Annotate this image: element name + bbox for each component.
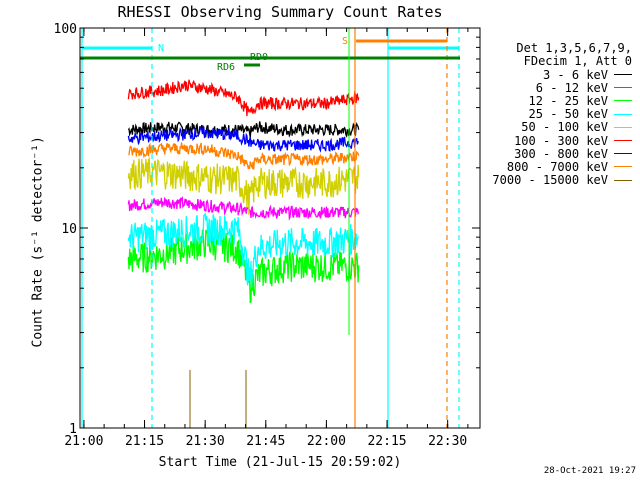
x-tick-label: 22:15 xyxy=(367,434,406,449)
legend-entry-label: 800 - 7000 keV xyxy=(506,159,608,174)
legend-entry-label: 300 - 800 keV xyxy=(514,146,608,161)
legend-swatch xyxy=(614,126,632,128)
legend-entry: 100 - 300 keV xyxy=(470,133,632,148)
legend-entry: 7000 - 15000 keV xyxy=(470,173,632,188)
legend-entry: 50 - 100 keV xyxy=(470,120,632,135)
x-tick-label: 21:30 xyxy=(186,434,225,449)
legend-entry: 12 - 25 keV xyxy=(470,93,632,108)
annotation-label-s: S xyxy=(342,36,348,47)
series-line-1-0 xyxy=(127,195,360,221)
legend-entry-label: 12 - 25 keV xyxy=(528,93,608,108)
x-tick-label: 22:00 xyxy=(307,434,346,449)
x-axis-label: Start Time (21-Jul-15 20:59:02) xyxy=(158,455,402,470)
legend-entry-label: 3 - 6 keV xyxy=(542,67,608,82)
series-line-4-0 xyxy=(127,156,360,215)
annotation-label-rd6: RD6 xyxy=(217,62,235,73)
annotation-label-n: N xyxy=(158,43,164,54)
legend-swatch xyxy=(614,153,632,155)
legend-entry: 300 - 800 keV xyxy=(470,146,632,161)
legend-entry-label: 50 - 100 keV xyxy=(521,120,608,135)
series-line-3-0 xyxy=(127,212,359,288)
series-line-6-0 xyxy=(127,126,359,153)
legend-entry: 3 - 6 keV xyxy=(470,67,632,82)
legend-entry-label: 100 - 300 keV xyxy=(514,133,608,148)
y-axis-label: Count Rate (s⁻¹ detector⁻¹) xyxy=(30,136,46,348)
legend: Det 1,3,5,6,7,9, FDecim 1, Att 0 3 - 6 k… xyxy=(470,42,632,187)
annotation-label-rd0: RD0 xyxy=(250,52,268,63)
legend-entry-label: 25 - 50 keV xyxy=(528,107,608,122)
legend-swatch xyxy=(614,100,632,102)
x-tick-label: 21:45 xyxy=(246,434,285,449)
x-tick-label: 21:00 xyxy=(64,434,103,449)
x-tick-label: 21:15 xyxy=(125,434,164,449)
legend-swatch xyxy=(614,166,632,168)
y-tick-label: 10 xyxy=(61,222,77,237)
legend-header-line-2: FDecim 1, Att 0 xyxy=(523,54,632,68)
legend-entry-label: 6 - 12 keV xyxy=(535,80,608,95)
footer-timestamp: 28-Oct-2021 19:27 xyxy=(543,466,636,476)
legend-entry-label: 7000 - 15000 keV xyxy=(492,173,608,188)
legend-swatch xyxy=(614,140,632,142)
y-tick-label: 100 xyxy=(54,22,77,37)
legend-entry: 800 - 7000 keV xyxy=(470,159,632,174)
series-line-7-0 xyxy=(128,142,360,170)
series-line-0-0 xyxy=(127,121,360,139)
legend-swatch xyxy=(614,74,632,76)
series-line-5-0 xyxy=(127,79,360,117)
legend-swatch xyxy=(614,179,632,181)
legend-entry: 25 - 50 keV xyxy=(470,107,632,122)
y-tick-label: 1 xyxy=(69,422,77,437)
x-tick-label: 22:30 xyxy=(428,434,467,449)
legend-entry: 6 - 12 keV xyxy=(470,80,632,95)
legend-header-line-1: Det 1,3,5,6,7,9, xyxy=(516,41,632,55)
legend-swatch xyxy=(614,87,632,89)
legend-swatch xyxy=(614,113,632,115)
chart-title: RHESSI Observing Summary Count Rates xyxy=(117,3,443,21)
